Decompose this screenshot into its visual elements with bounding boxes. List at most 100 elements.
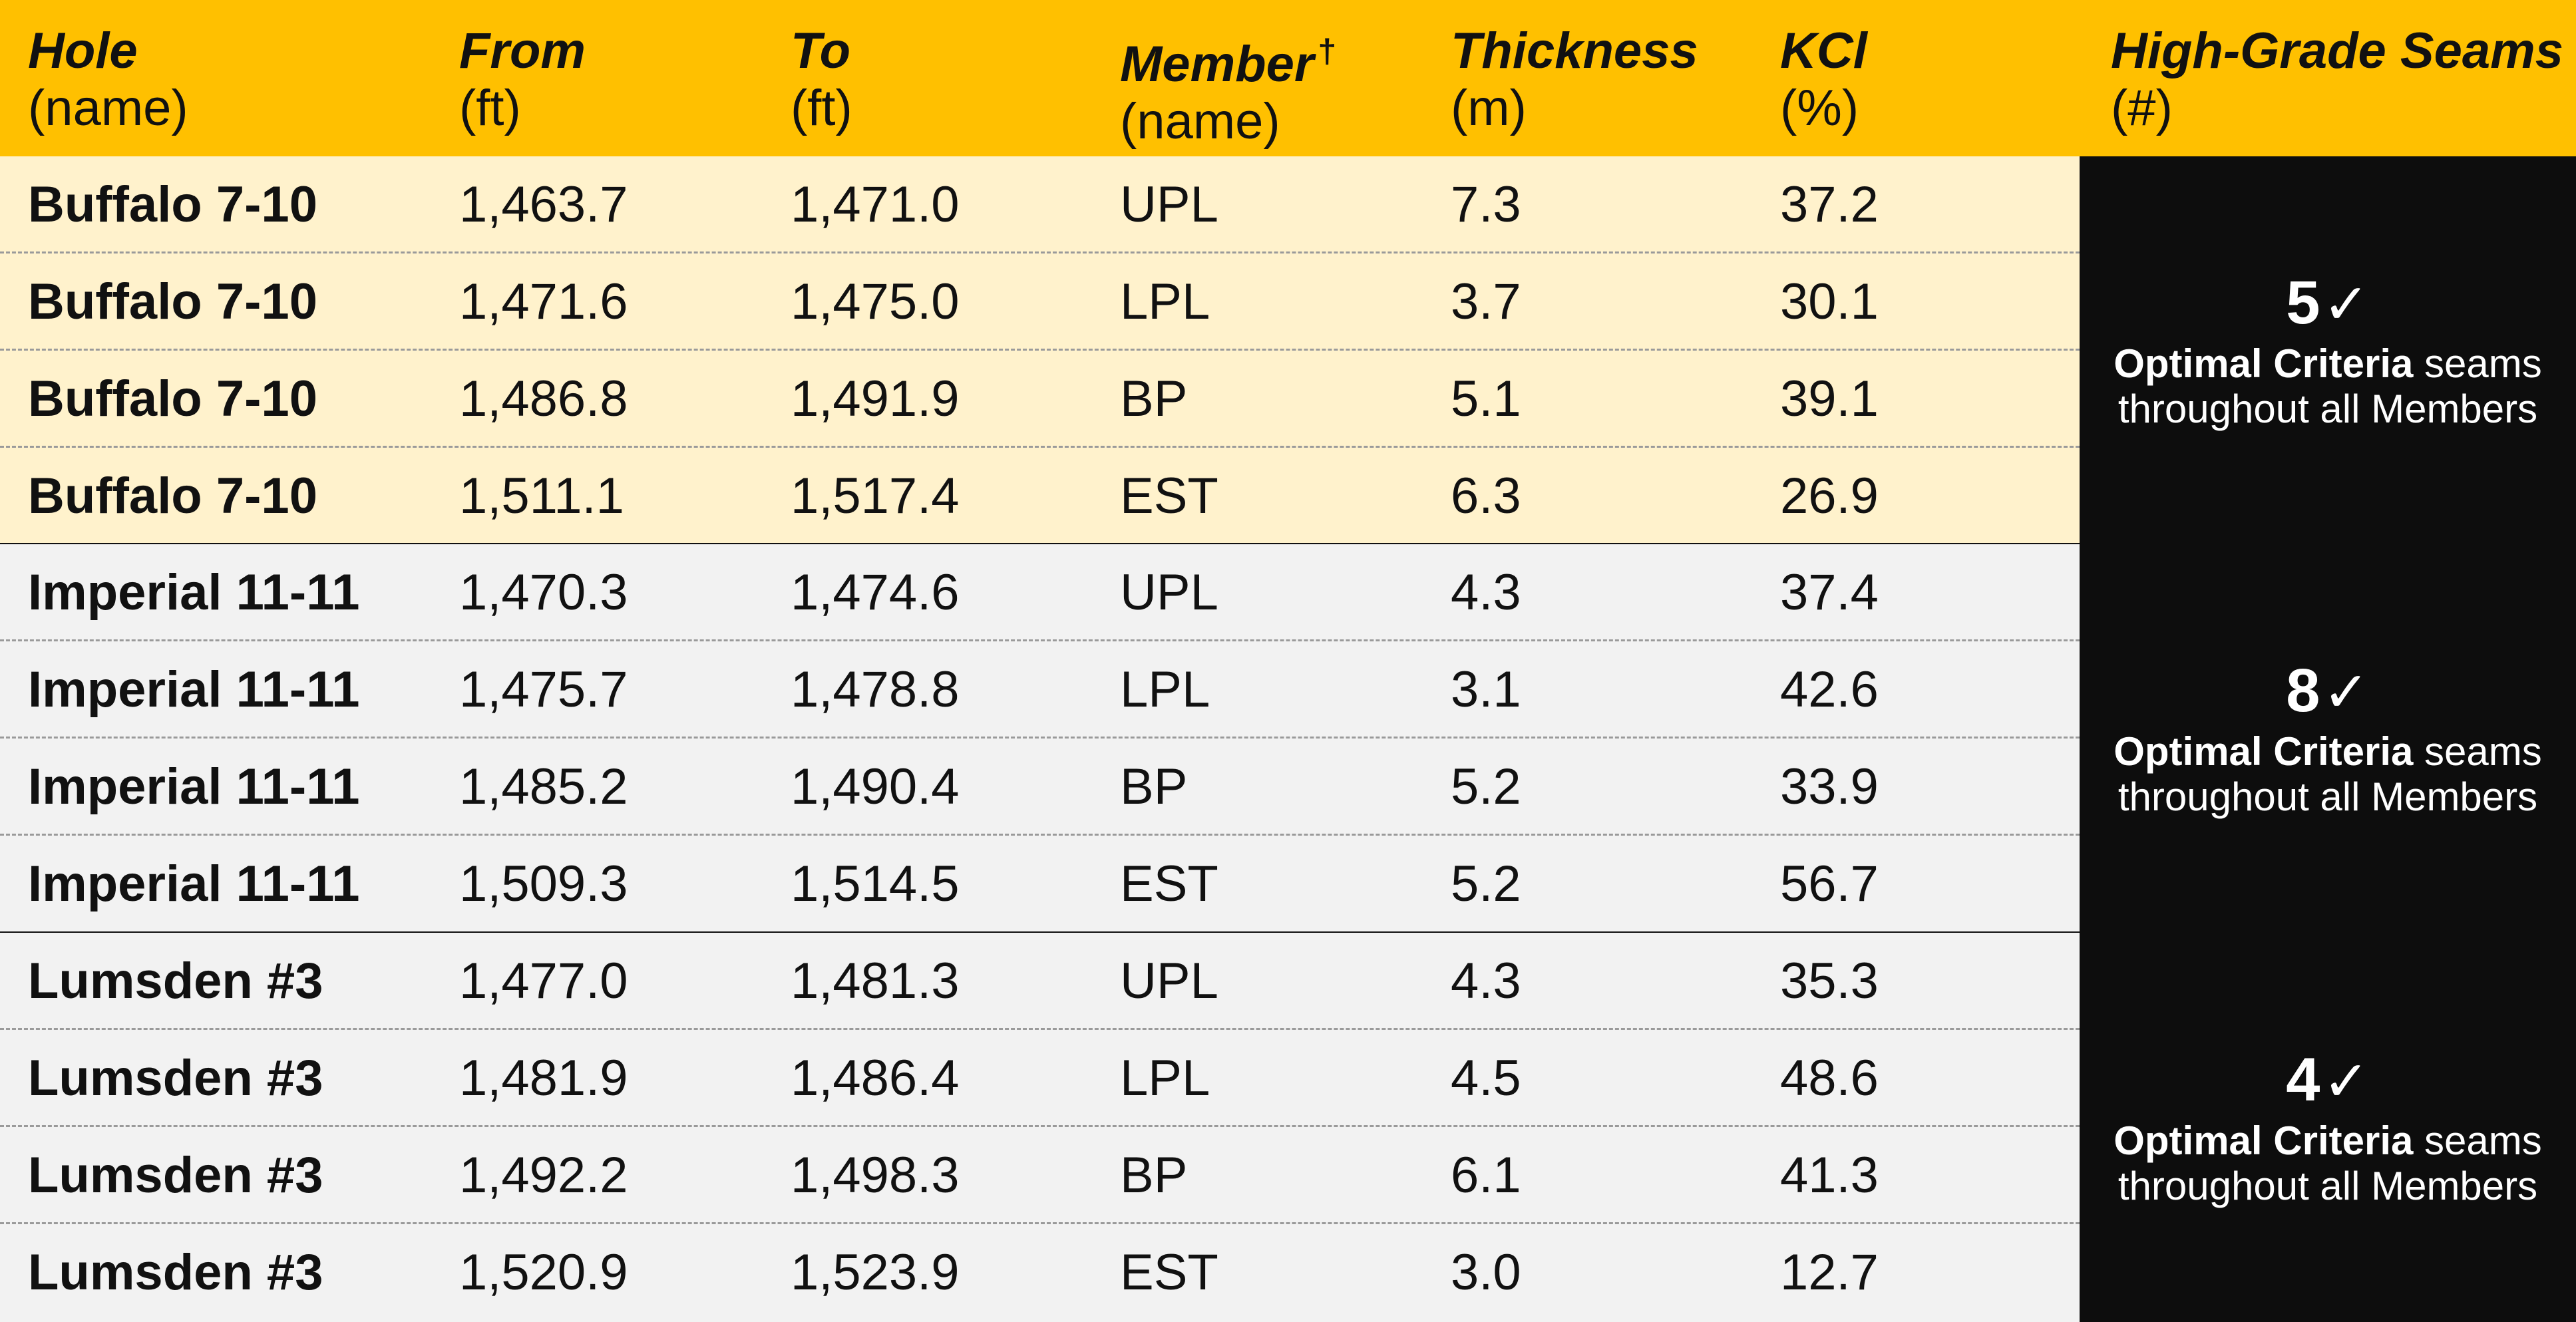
hole-cell: Buffalo 7-10 <box>28 273 317 330</box>
table-row: Buffalo 7-10 1,471.6 1,475.0 LPL 3.7 30.… <box>0 253 2080 351</box>
seam-criteria-line2: throughout all Members <box>2117 1163 2538 1208</box>
hole-cell: Imperial 11-11 <box>28 661 360 718</box>
table-row: Imperial 11-11 1,509.3 1,514.5 EST 5.2 5… <box>0 836 2080 933</box>
row-divider <box>0 1125 2080 1127</box>
table-row: Lumsden #3 1,492.2 1,498.3 BP 6.1 41.3 <box>0 1127 2080 1224</box>
thickness-cell: 4.3 <box>1451 953 1521 1009</box>
kcl-cell: 48.6 <box>1780 1050 1879 1106</box>
member-cell: BP <box>1120 371 1188 427</box>
hole-cell: Buffalo 7-10 <box>28 176 317 233</box>
seam-count-line: 5✓ <box>2080 269 2576 337</box>
header-from-unit: (ft) <box>459 80 521 136</box>
kcl-cell: 42.6 <box>1780 661 1879 718</box>
header-kcl-unit: (%) <box>1780 80 1859 136</box>
thickness-cell: 3.1 <box>1451 661 1521 718</box>
table-row: Buffalo 7-10 1,486.8 1,491.9 BP 5.1 39.1 <box>0 351 2080 448</box>
member-cell: LPL <box>1120 273 1210 330</box>
seam-summary-content: 4✓ Optimal Criteria seams throughout all … <box>2080 1047 2576 1209</box>
to-cell: 1,498.3 <box>791 1147 960 1204</box>
seam-description: Optimal Criteria seams throughout all Mem… <box>2080 1118 2576 1209</box>
kcl-cell: 37.2 <box>1780 176 1879 233</box>
to-cell: 1,471.0 <box>791 176 960 233</box>
kcl-cell: 12.7 <box>1780 1244 1879 1301</box>
thickness-cell: 5.2 <box>1451 758 1521 815</box>
seam-criteria-line2: throughout all Members <box>2117 774 2538 819</box>
hole-cell: Buffalo 7-10 <box>28 371 317 427</box>
from-cell: 1,511.1 <box>459 468 624 524</box>
from-cell: 1,486.8 <box>459 371 628 427</box>
thickness-cell: 7.3 <box>1451 176 1521 233</box>
from-cell: 1,509.3 <box>459 856 628 912</box>
thickness-cell: 5.1 <box>1451 371 1521 427</box>
seam-summary-buffalo: 5✓ Optimal Criteria seams throughout all … <box>2080 156 2576 544</box>
member-cell: EST <box>1120 468 1218 524</box>
header-from-title: From <box>459 23 586 79</box>
seam-criteria-line2: throughout all Members <box>2117 386 2538 431</box>
kcl-cell: 35.3 <box>1780 953 1879 1009</box>
member-cell: LPL <box>1120 1050 1210 1106</box>
table-row: Lumsden #3 1,481.9 1,486.4 LPL 4.5 48.6 <box>0 1030 2080 1127</box>
from-cell: 1,481.9 <box>459 1050 628 1106</box>
seam-criteria-label: Optimal Criteria <box>2114 341 2414 386</box>
seam-count: 8 <box>2286 657 2320 725</box>
seam-criteria-rest: seams <box>2413 729 2542 774</box>
check-icon: ✓ <box>2322 1048 2370 1114</box>
header-hole-title: Hole <box>28 23 138 79</box>
header-seams-title: High-Grade Seams <box>2111 23 2563 79</box>
header-member-dagger: † <box>1318 33 1337 70</box>
member-cell: EST <box>1120 856 1218 912</box>
hole-cell: Lumsden #3 <box>28 1147 323 1204</box>
header-member: Member † (name) <box>1120 23 1336 150</box>
header-from: From (ft) <box>459 23 586 137</box>
seam-count: 5 <box>2286 268 2320 337</box>
kcl-cell: 39.1 <box>1780 371 1879 427</box>
header-member-unit: (name) <box>1120 93 1280 150</box>
member-cell: UPL <box>1120 564 1218 621</box>
row-divider <box>0 1222 2080 1224</box>
from-cell: 1,492.2 <box>459 1147 628 1204</box>
from-cell: 1,470.3 <box>459 564 628 621</box>
header-kcl: KCl (%) <box>1780 23 1867 137</box>
header-to-unit: (ft) <box>791 80 852 136</box>
header-kcl-title: KCl <box>1780 23 1867 79</box>
table-row: Imperial 11-11 1,470.3 1,474.6 UPL 4.3 3… <box>0 544 2080 641</box>
from-cell: 1,463.7 <box>459 176 628 233</box>
kcl-cell: 33.9 <box>1780 758 1879 815</box>
kcl-cell: 30.1 <box>1780 273 1879 330</box>
hole-group-buffalo: Buffalo 7-10 1,463.7 1,471.0 UPL 7.3 37.… <box>0 156 2080 544</box>
member-cell: UPL <box>1120 953 1218 1009</box>
hole-cell: Imperial 11-11 <box>28 856 360 912</box>
thickness-cell: 4.3 <box>1451 564 1521 621</box>
member-cell: BP <box>1120 1147 1188 1204</box>
to-cell: 1,490.4 <box>791 758 960 815</box>
hole-cell: Lumsden #3 <box>28 953 323 1009</box>
hole-cell: Imperial 11-11 <box>28 564 360 621</box>
hole-cell: Lumsden #3 <box>28 1050 323 1106</box>
seam-summary-content: 5✓ Optimal Criteria seams throughout all … <box>2080 269 2576 432</box>
check-icon: ✓ <box>2322 271 2370 337</box>
seam-summary-content: 8✓ Optimal Criteria seams throughout all … <box>2080 657 2576 820</box>
table-row: Imperial 11-11 1,475.7 1,478.8 LPL 3.1 4… <box>0 641 2080 739</box>
to-cell: 1,514.5 <box>791 856 960 912</box>
header-to-title: To <box>791 23 851 79</box>
seam-description: Optimal Criteria seams throughout all Mem… <box>2080 341 2576 432</box>
header-hole-unit: (name) <box>28 80 188 136</box>
seam-criteria-rest: seams <box>2413 341 2542 386</box>
header-thickness: Thickness (m) <box>1451 23 1698 137</box>
header-hole: Hole (name) <box>28 23 188 137</box>
header-to: To (ft) <box>791 23 852 137</box>
thickness-cell: 5.2 <box>1451 856 1521 912</box>
to-cell: 1,474.6 <box>791 564 960 621</box>
seam-criteria-label: Optimal Criteria <box>2114 1118 2414 1163</box>
to-cell: 1,478.8 <box>791 661 960 718</box>
table-row: Lumsden #3 1,477.0 1,481.3 UPL 4.3 35.3 <box>0 933 2080 1030</box>
table-row: Lumsden #3 1,520.9 1,523.9 EST 3.0 12.7 <box>0 1224 2080 1321</box>
table-row: Buffalo 7-10 1,463.7 1,471.0 UPL 7.3 37.… <box>0 156 2080 253</box>
header-member-title: Member <box>1120 36 1314 92</box>
thickness-cell: 3.0 <box>1451 1244 1521 1301</box>
from-cell: 1,477.0 <box>459 953 628 1009</box>
kcl-cell: 56.7 <box>1780 856 1879 912</box>
row-divider <box>0 834 2080 836</box>
header-thickness-unit: (m) <box>1451 80 1527 136</box>
